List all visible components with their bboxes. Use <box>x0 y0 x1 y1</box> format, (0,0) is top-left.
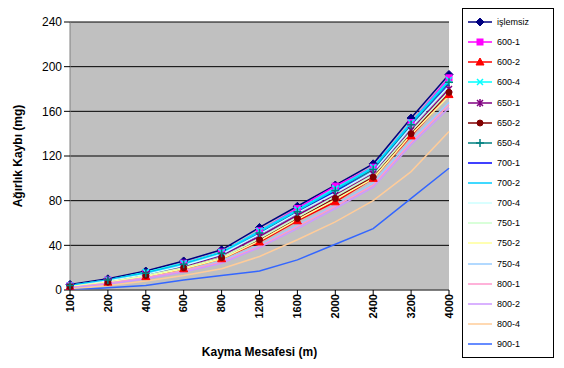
html-text:900-1: 900-1 <box>497 339 520 349</box>
html-text:650-4: 650-4 <box>497 137 520 148</box>
svg-text:100: 100 <box>64 294 76 312</box>
svg-text:800: 800 <box>215 294 227 312</box>
svg-text:120: 120 <box>42 149 62 163</box>
svg-text:1200: 1200 <box>253 294 265 318</box>
svg-text:2400: 2400 <box>367 294 379 318</box>
svg-text:400: 400 <box>140 294 152 312</box>
html-text:700-4: 700-4 <box>497 198 520 209</box>
html-text:700-1: 700-1 <box>497 157 520 168</box>
svg-text:80: 80 <box>49 194 63 208</box>
svg-text:2000: 2000 <box>329 294 341 318</box>
svg-text:3200: 3200 <box>405 294 417 318</box>
svg-text:Kayma Mesafesi (m): Kayma Mesafesi (m) <box>202 345 317 359</box>
svg-text:200: 200 <box>42 60 62 74</box>
html-text:600-2: 600-2 <box>497 57 520 68</box>
html-text:650-1: 650-1 <box>497 97 520 108</box>
svg-text:600: 600 <box>178 294 190 312</box>
svg-text:200: 200 <box>102 294 114 312</box>
html-text:750-4: 750-4 <box>497 258 520 269</box>
svg-text:240: 240 <box>42 15 62 29</box>
svg-text:4000: 4000 <box>443 294 455 318</box>
html-text:600-4: 600-4 <box>497 77 520 88</box>
svg-text:1600: 1600 <box>291 294 303 318</box>
html-text:700-2: 700-2 <box>497 178 520 188</box>
html-text:800-4: 800-4 <box>497 318 520 329</box>
html-text:600-1: 600-1 <box>497 37 520 48</box>
html-text:800-2: 800-2 <box>497 298 520 309</box>
html-text:işlemsiz: işlemsiz <box>497 17 529 27</box>
svg-text:Ağırlık Kaybı (mg): Ağırlık Kaybı (mg) <box>11 105 25 208</box>
svg-text:160: 160 <box>42 105 62 119</box>
html-text:800-1: 800-1 <box>497 278 520 289</box>
html-text:650-2: 650-2 <box>497 117 520 128</box>
html-text:750-2: 750-2 <box>497 238 520 249</box>
svg-text:0: 0 <box>55 283 62 297</box>
html-text:750-1: 750-1 <box>497 218 520 229</box>
svg-text:40: 40 <box>49 239 63 253</box>
